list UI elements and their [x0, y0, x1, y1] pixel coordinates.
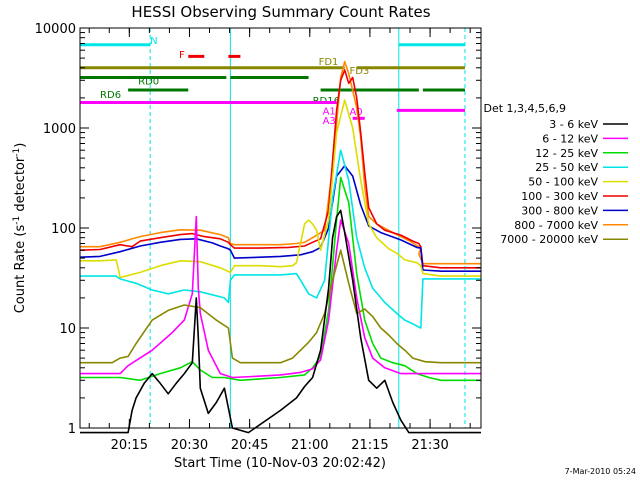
legend-label: 7000 - 20000 keV — [500, 233, 598, 246]
series-line — [80, 215, 481, 379]
series-line — [80, 60, 481, 265]
state-bar-label: A1 — [323, 106, 336, 117]
x-tick-label: 21:30 — [411, 438, 448, 453]
plot-frame — [79, 27, 482, 429]
chart-title: HESSI Observing Summary Count Rates — [131, 3, 430, 21]
x-axis: 20:15 20:30 20:45 21:00 21:15 21:30 — [88, 28, 471, 453]
series-line — [80, 209, 481, 434]
y-tick-label: 1 — [68, 422, 76, 437]
y-tick-label: 10000 — [35, 22, 76, 37]
legend-label: 12 - 25 keV — [535, 147, 598, 160]
x-tick-label: 21:15 — [351, 438, 388, 453]
x-tick-label: 20:30 — [171, 438, 208, 453]
state-bar-label: F — [179, 50, 185, 61]
state-bar-label: A3 — [323, 116, 336, 127]
series-line — [80, 149, 481, 329]
series-line — [80, 176, 481, 382]
state-bar-label: FD1 — [319, 57, 339, 68]
legend-label: 25 - 50 keV — [535, 161, 598, 174]
state-bar-label: RD6 — [100, 90, 121, 101]
series-line — [79, 164, 481, 273]
x-axis-label: Start Time (10-Nov-03 20:02:42) — [174, 456, 386, 471]
y-tick-label: 1000 — [43, 122, 76, 137]
instrument-state-bars: NFFD1FD3RD0RD6RD16A1A0A3 — [80, 28, 466, 428]
series-line — [79, 69, 481, 269]
x-tick-label: 20:15 — [111, 438, 148, 453]
legend-label: 3 - 6 keV — [549, 118, 598, 131]
state-bar-label: N — [150, 36, 157, 47]
series-layer — [79, 60, 481, 434]
y-tick-label: 10 — [59, 322, 76, 337]
legend-label: 6 - 12 keV — [542, 132, 598, 145]
series-line — [80, 99, 481, 279]
state-bar-label: A0 — [349, 107, 362, 118]
x-tick-label: 20:45 — [231, 438, 268, 453]
legend-label: 100 - 300 keV — [521, 190, 598, 203]
legend-label: 300 - 800 keV — [521, 204, 598, 217]
legend-label: 50 - 100 keV — [528, 176, 598, 189]
y-axis-label: Count Rate (s-1 detector-1) — [12, 143, 28, 314]
x-tick-label: 21:00 — [291, 438, 328, 453]
y-tick-label: 100 — [51, 222, 76, 237]
state-bar-label: FD3 — [349, 66, 369, 77]
legend-title: Det 1,3,4,5,6,9 — [483, 102, 566, 115]
series-line — [80, 249, 481, 364]
y-axis: 1 10 100 1000 10000 — [35, 22, 481, 437]
footer-timestamp: 7-Mar-2010 05:24 — [565, 467, 636, 476]
legend-label: 800 - 7000 keV — [514, 219, 598, 232]
state-bar-label: RD0 — [138, 76, 159, 87]
